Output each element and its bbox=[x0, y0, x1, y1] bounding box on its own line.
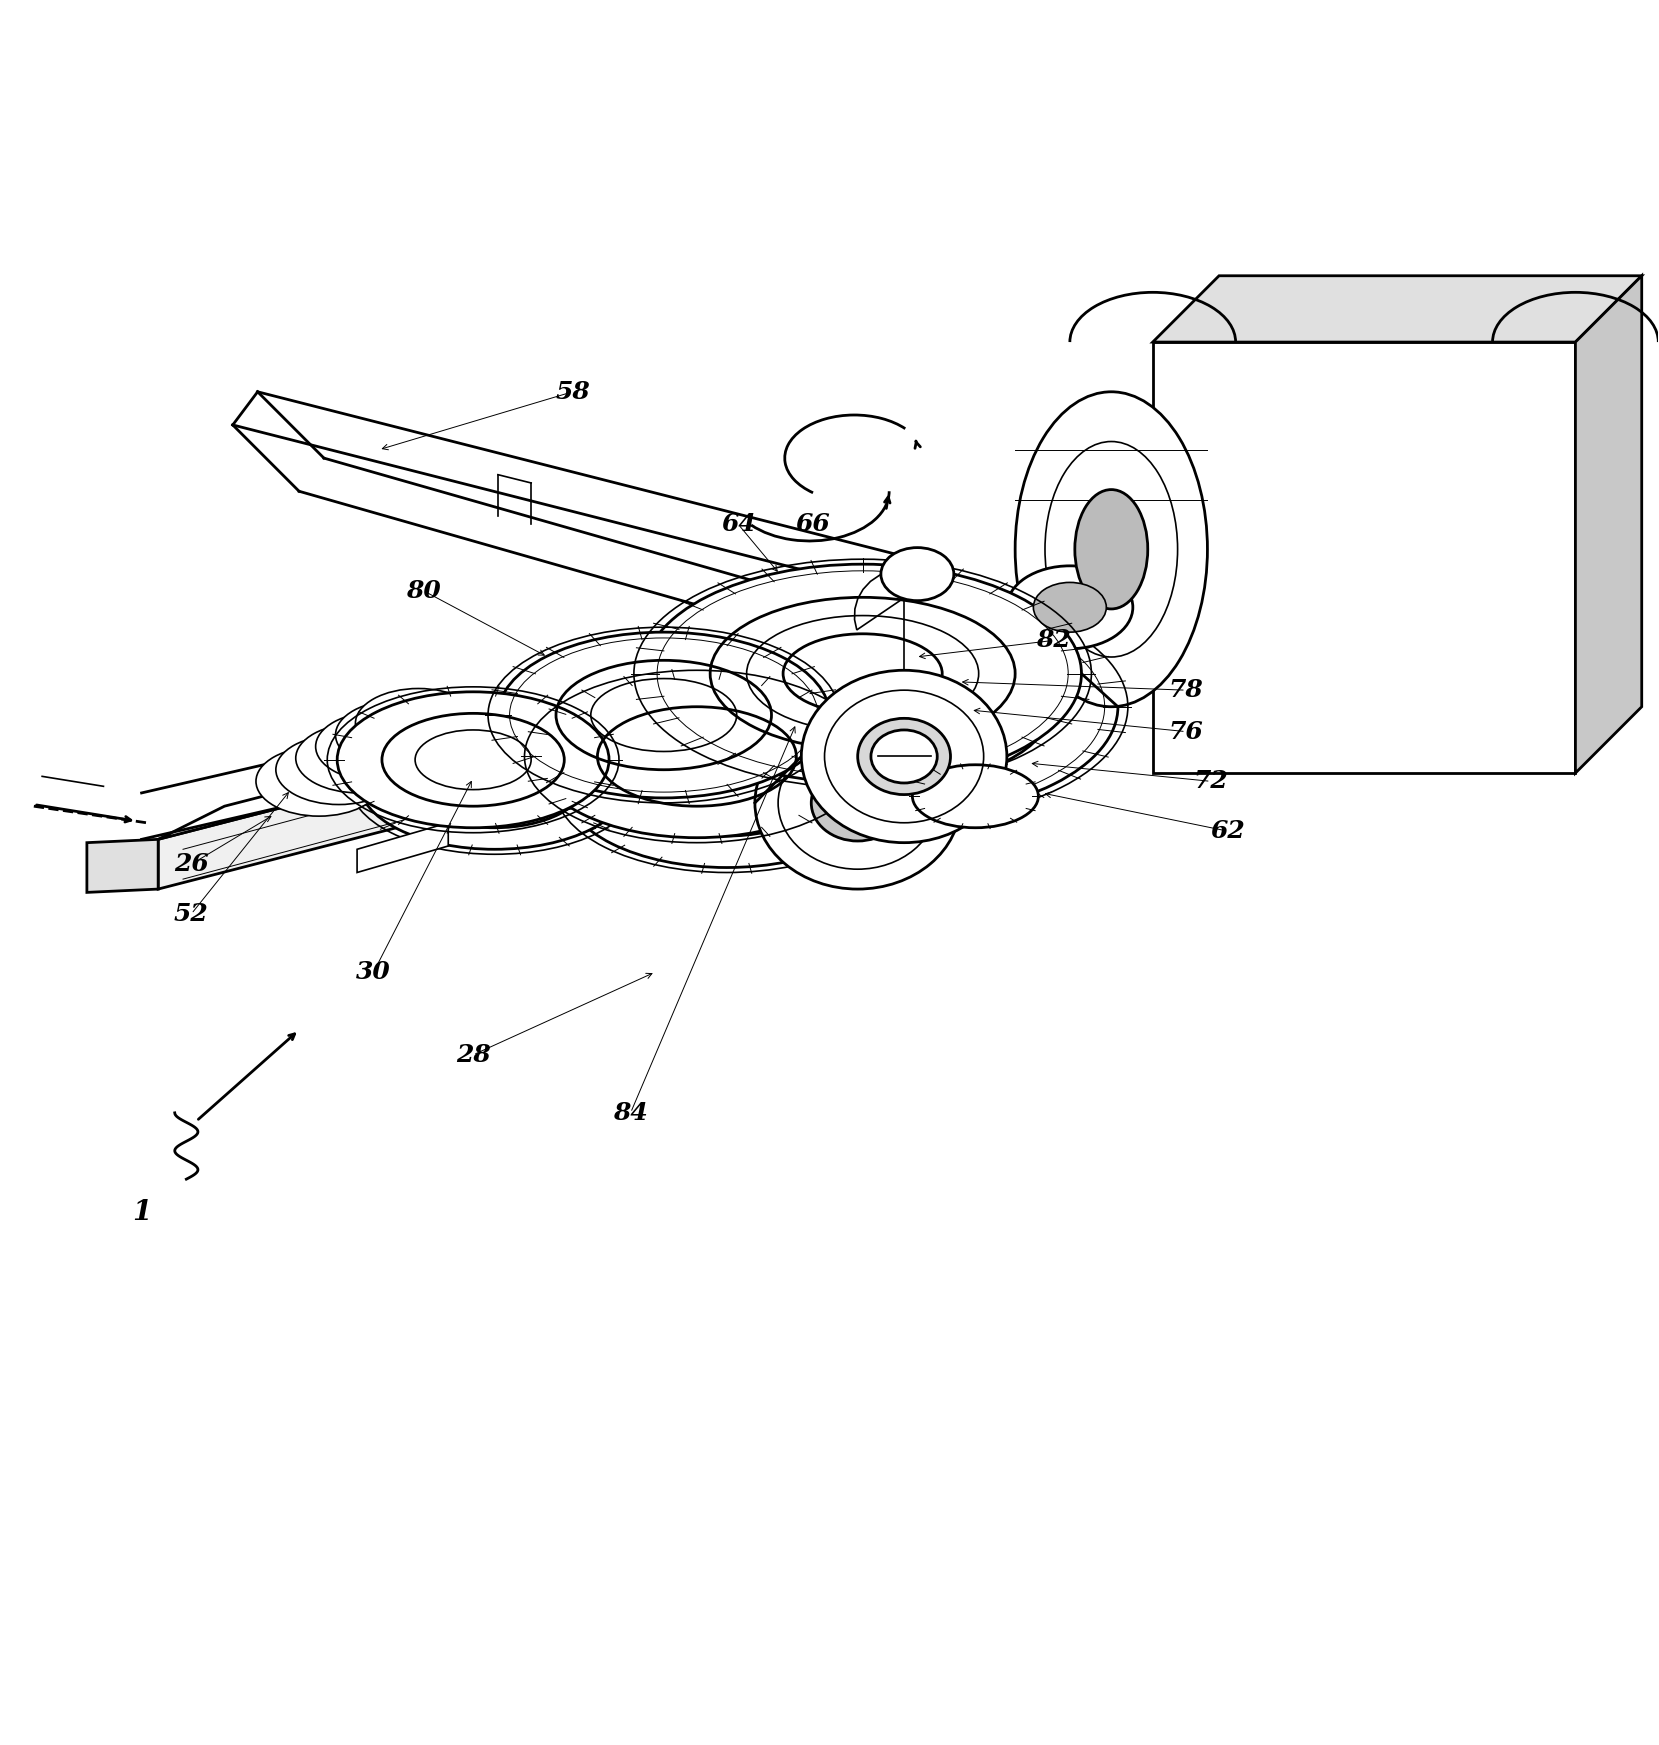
Ellipse shape bbox=[1075, 490, 1148, 609]
Ellipse shape bbox=[498, 632, 830, 797]
Ellipse shape bbox=[755, 717, 961, 888]
Text: 30: 30 bbox=[357, 960, 392, 984]
Ellipse shape bbox=[355, 689, 481, 757]
Text: 82: 82 bbox=[1035, 628, 1070, 653]
Text: 58: 58 bbox=[556, 380, 591, 403]
Text: 64: 64 bbox=[722, 513, 757, 536]
Polygon shape bbox=[357, 824, 448, 872]
Ellipse shape bbox=[858, 719, 951, 794]
Ellipse shape bbox=[534, 675, 859, 838]
Polygon shape bbox=[1153, 276, 1642, 342]
Text: 62: 62 bbox=[1209, 818, 1244, 843]
Ellipse shape bbox=[644, 564, 1082, 784]
Text: 76: 76 bbox=[1168, 719, 1203, 743]
Ellipse shape bbox=[801, 670, 1007, 843]
Polygon shape bbox=[158, 625, 995, 888]
Polygon shape bbox=[1153, 342, 1576, 773]
Ellipse shape bbox=[1034, 583, 1107, 632]
Ellipse shape bbox=[358, 714, 630, 850]
Ellipse shape bbox=[871, 729, 937, 784]
Polygon shape bbox=[86, 839, 158, 892]
Polygon shape bbox=[995, 592, 1062, 674]
Text: 26: 26 bbox=[174, 852, 209, 876]
Ellipse shape bbox=[315, 712, 441, 782]
Ellipse shape bbox=[564, 705, 889, 867]
Text: 78: 78 bbox=[1168, 679, 1203, 701]
Text: 66: 66 bbox=[796, 513, 830, 536]
Polygon shape bbox=[158, 592, 1062, 839]
Text: 1: 1 bbox=[133, 1199, 151, 1225]
Polygon shape bbox=[1576, 276, 1642, 773]
Ellipse shape bbox=[680, 597, 1118, 817]
Text: 84: 84 bbox=[614, 1101, 649, 1126]
Ellipse shape bbox=[524, 658, 856, 824]
Ellipse shape bbox=[335, 700, 461, 770]
Polygon shape bbox=[854, 569, 934, 630]
Ellipse shape bbox=[912, 764, 1039, 827]
Text: 72: 72 bbox=[1193, 770, 1228, 794]
Ellipse shape bbox=[811, 764, 904, 841]
Text: 80: 80 bbox=[406, 579, 441, 602]
Ellipse shape bbox=[275, 735, 401, 804]
Ellipse shape bbox=[1007, 565, 1133, 649]
Ellipse shape bbox=[1015, 393, 1208, 707]
Ellipse shape bbox=[295, 724, 421, 792]
Ellipse shape bbox=[337, 691, 609, 827]
Ellipse shape bbox=[255, 747, 382, 817]
Text: 28: 28 bbox=[456, 1044, 491, 1066]
Text: 52: 52 bbox=[174, 902, 209, 927]
Ellipse shape bbox=[881, 548, 954, 600]
